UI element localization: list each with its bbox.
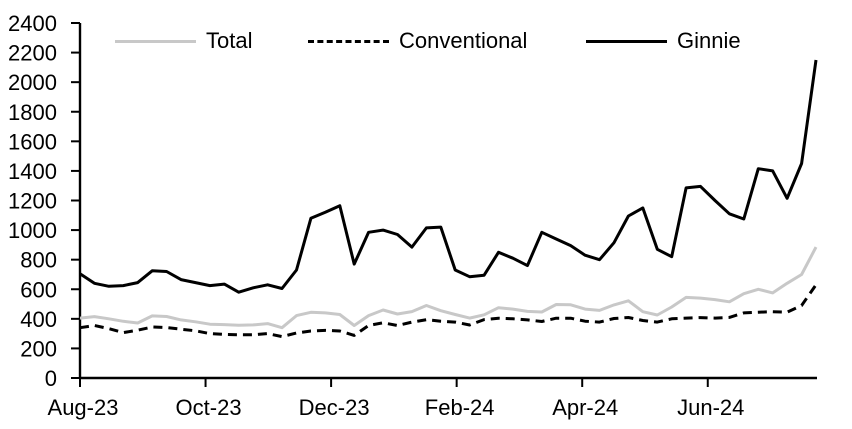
x-axis-label: Aug-23 bbox=[48, 395, 119, 420]
y-axis-label: 2400 bbox=[8, 11, 57, 36]
y-axis-label: 400 bbox=[20, 307, 57, 332]
series-line-total bbox=[79, 246, 818, 330]
x-axis-label: Feb-24 bbox=[425, 395, 495, 420]
x-axis-label: Apr-24 bbox=[552, 395, 618, 420]
y-axis-label: 800 bbox=[20, 248, 57, 273]
y-axis-label: 1600 bbox=[8, 129, 57, 154]
y-axis-label: 1000 bbox=[8, 218, 57, 243]
y-axis-label: 200 bbox=[20, 336, 57, 361]
series-line-ginnie bbox=[79, 59, 818, 294]
x-axis-label: Dec-23 bbox=[299, 395, 370, 420]
series-line-conventional bbox=[79, 283, 818, 339]
y-axis-label: 0 bbox=[45, 366, 57, 391]
y-axis-label: 2200 bbox=[8, 41, 57, 66]
y-axis-label: 600 bbox=[20, 277, 57, 302]
x-axis-label: Jun-24 bbox=[677, 395, 744, 420]
y-axis-label: 1800 bbox=[8, 100, 57, 125]
y-axis-label: 1200 bbox=[8, 189, 57, 214]
y-axis-label: 2000 bbox=[8, 70, 57, 95]
y-axis-label: 1400 bbox=[8, 159, 57, 184]
x-axis-label: Oct-23 bbox=[176, 395, 242, 420]
